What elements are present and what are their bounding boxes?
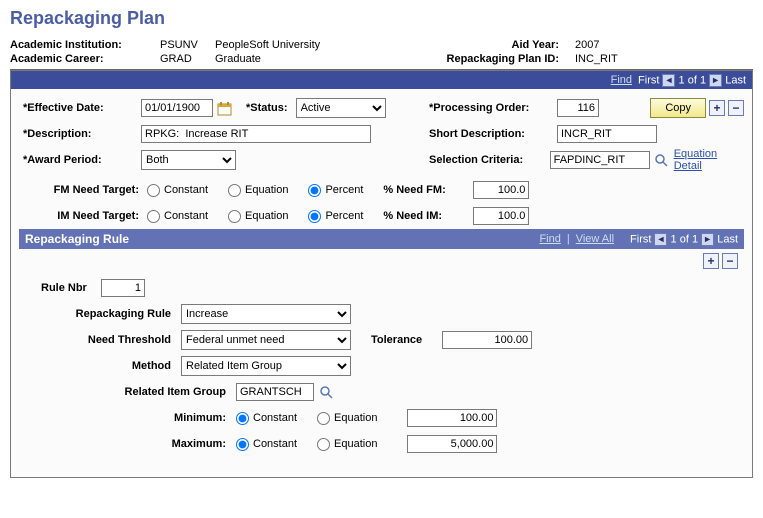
pct-need-fm-label: % Need FM: bbox=[383, 184, 473, 196]
page-title: Repackaging Plan bbox=[10, 8, 753, 29]
rule-find-link[interactable]: Find bbox=[539, 233, 560, 245]
institution-code: PSUNV bbox=[160, 39, 215, 51]
rule-select[interactable]: Increase bbox=[181, 304, 351, 324]
institution-name: PeopleSoft University bbox=[215, 39, 425, 51]
nav-first: First bbox=[638, 74, 659, 86]
im-equation-radio[interactable]: Equation bbox=[228, 210, 288, 223]
career-name: Graduate bbox=[215, 53, 425, 65]
scroll-navbar: Find First ◄ 1 of 1 ► Last bbox=[11, 71, 752, 89]
rule-nav-first: First bbox=[630, 233, 651, 245]
nav-next-icon[interactable]: ► bbox=[709, 74, 722, 87]
rule-label: Repackaging Rule bbox=[41, 308, 181, 320]
sel-crit-label: Selection Criteria: bbox=[429, 154, 550, 166]
im-constant-radio[interactable]: Constant bbox=[147, 210, 208, 223]
status-select[interactable]: Active bbox=[296, 98, 386, 118]
opt-equation: Equation bbox=[245, 184, 288, 196]
plan-id-label: Repackaging Plan ID: bbox=[425, 53, 575, 65]
opt-percent: Percent bbox=[325, 184, 363, 196]
nav-range: 1 of 1 bbox=[679, 74, 707, 86]
proc-order-input[interactable] bbox=[557, 99, 599, 117]
sel-crit-input[interactable] bbox=[550, 151, 650, 169]
award-period-select[interactable]: Both bbox=[141, 150, 236, 170]
max-constant-radio[interactable]: Constant bbox=[236, 438, 297, 451]
max-opt-equation: Equation bbox=[334, 438, 377, 450]
delete-row-icon[interactable]: − bbox=[728, 100, 744, 116]
maximum-label: Maximum: bbox=[41, 438, 236, 450]
plan-id: INC_RIT bbox=[575, 53, 618, 65]
career-code: GRAD bbox=[160, 53, 215, 65]
method-label: Method bbox=[41, 360, 181, 372]
tolerance-label: Tolerance bbox=[371, 334, 422, 346]
max-opt-constant: Constant bbox=[253, 438, 297, 450]
proc-order-label: Processing Order: bbox=[429, 102, 557, 114]
institution-label: Academic Institution: bbox=[10, 39, 160, 51]
opt-equation2: Equation bbox=[245, 210, 288, 222]
rule-section-title: Repackaging Rule bbox=[25, 232, 129, 246]
descr-input[interactable] bbox=[141, 125, 371, 143]
equation-detail-link[interactable]: Equation Detail bbox=[674, 148, 744, 172]
nav-last: Last bbox=[725, 74, 746, 86]
rule-viewall-link[interactable]: View All bbox=[576, 233, 614, 245]
opt-percent2: Percent bbox=[325, 210, 363, 222]
rule-delete-icon[interactable]: − bbox=[722, 253, 738, 269]
short-descr-input[interactable] bbox=[557, 125, 657, 143]
lookup-icon[interactable] bbox=[654, 153, 668, 168]
pct-need-fm-input[interactable] bbox=[473, 181, 529, 199]
effdt-input[interactable] bbox=[141, 99, 213, 117]
opt-constant: Constant bbox=[164, 184, 208, 196]
related-group-label: Related Item Group bbox=[41, 386, 236, 398]
fm-equation-radio[interactable]: Equation bbox=[228, 184, 288, 197]
opt-constant2: Constant bbox=[164, 210, 208, 222]
short-descr-label: Short Description: bbox=[429, 128, 557, 140]
im-percent-radio[interactable]: Percent bbox=[308, 210, 363, 223]
add-row-icon[interactable]: + bbox=[709, 100, 725, 116]
calendar-icon[interactable] bbox=[217, 101, 232, 116]
rule-nbr-label: Rule Nbr bbox=[41, 282, 101, 294]
pct-need-im-label: % Need IM: bbox=[383, 210, 473, 222]
aid-year-label: Aid Year: bbox=[425, 39, 575, 51]
status-label: Status: bbox=[246, 102, 288, 114]
aid-year: 2007 bbox=[575, 39, 599, 51]
maximum-input[interactable] bbox=[407, 435, 497, 453]
effdt-label: Effective Date: bbox=[23, 102, 141, 114]
need-threshold-select[interactable]: Federal unmet need bbox=[181, 330, 351, 350]
copy-button[interactable]: Copy bbox=[650, 98, 706, 118]
fm-constant-radio[interactable]: Constant bbox=[147, 184, 208, 197]
max-equation-radio[interactable]: Equation bbox=[317, 438, 377, 451]
rule-add-icon[interactable]: + bbox=[703, 253, 719, 269]
fm-percent-radio[interactable]: Percent bbox=[308, 184, 363, 197]
rule-nav-range: 1 of 1 bbox=[671, 233, 699, 245]
min-opt-equation: Equation bbox=[334, 412, 377, 424]
min-equation-radio[interactable]: Equation bbox=[317, 412, 377, 425]
rule-prev-icon[interactable]: ◄ bbox=[654, 233, 667, 246]
rule-next-icon[interactable]: ► bbox=[701, 233, 714, 246]
nav-find-link[interactable]: Find bbox=[611, 74, 632, 86]
award-period-label: Award Period: bbox=[23, 154, 141, 166]
minimum-input[interactable] bbox=[407, 409, 497, 427]
descr-label: Description: bbox=[23, 128, 141, 140]
rule-header: Repackaging Rule Find | View All First ◄… bbox=[19, 229, 744, 249]
rule-nav-last: Last bbox=[717, 233, 738, 245]
minimum-label: Minimum: bbox=[41, 412, 236, 424]
im-target-label: IM Need Target: bbox=[19, 210, 147, 222]
min-constant-radio[interactable]: Constant bbox=[236, 412, 297, 425]
need-threshold-label: Need Threshold bbox=[41, 334, 181, 346]
pct-need-im-input[interactable] bbox=[473, 207, 529, 225]
tolerance-input[interactable] bbox=[442, 331, 532, 349]
fm-target-label: FM Need Target: bbox=[19, 184, 147, 196]
nav-prev-icon[interactable]: ◄ bbox=[662, 74, 675, 87]
rule-nbr-input[interactable] bbox=[101, 279, 145, 297]
method-select[interactable]: Related Item Group bbox=[181, 356, 351, 376]
related-group-lookup-icon[interactable] bbox=[318, 385, 333, 400]
related-group-input[interactable] bbox=[236, 383, 314, 401]
min-opt-constant: Constant bbox=[253, 412, 297, 424]
career-label: Academic Career: bbox=[10, 53, 160, 65]
